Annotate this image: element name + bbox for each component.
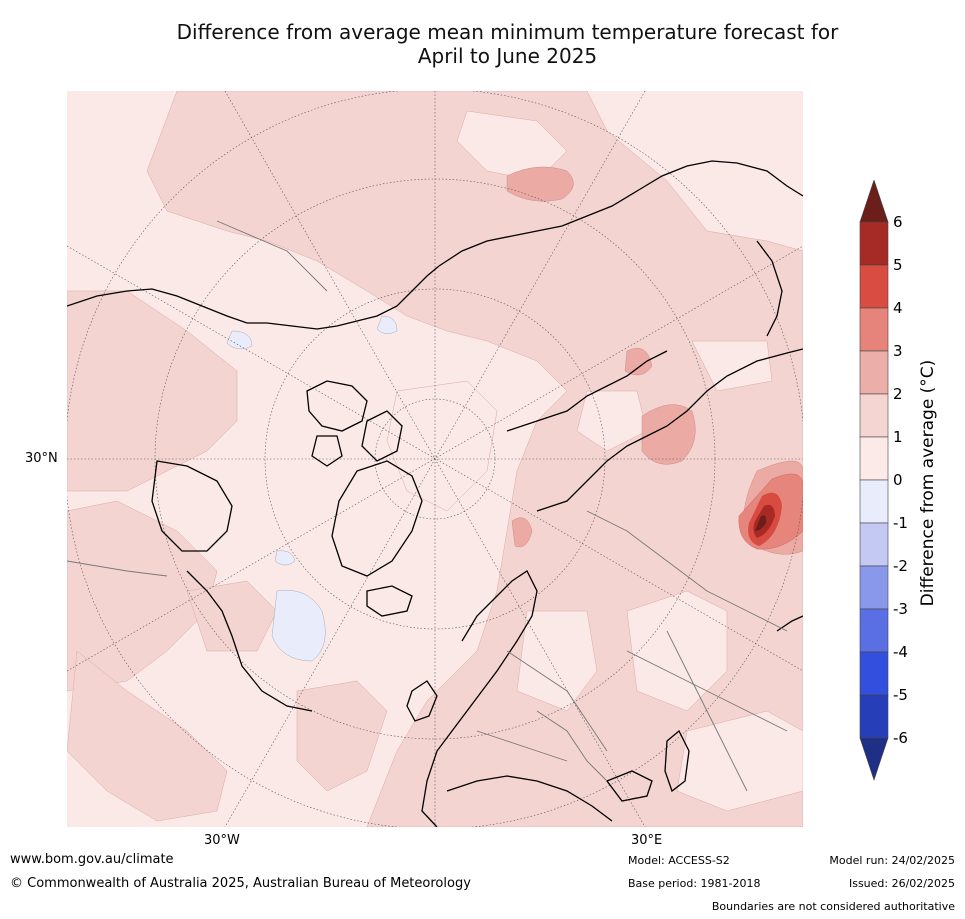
lat-label-30n: 30°N: [25, 451, 58, 466]
chart-title: Difference from average mean minimum tem…: [100, 20, 915, 68]
colorbar: 6 5 4 3 2 1 0 -1 -2 -3 -4 -5 -6: [852, 179, 962, 790]
colorbar-label: Difference from average (°C): [918, 359, 938, 607]
colorbar-band: [859, 350, 889, 395]
colorbar-band: [859, 522, 889, 567]
colorbar-band: [859, 307, 889, 352]
colorbar-tick-label: 0: [893, 471, 903, 489]
hot-spot-east-asia: [738, 473, 803, 550]
colorbar-svg: [859, 179, 889, 781]
colorbar-band: [859, 651, 889, 696]
colorbar-tick-label: -6: [893, 729, 908, 747]
title-line-2: April to June 2025: [417, 44, 598, 68]
colorbar-tick-label: -2: [893, 557, 908, 575]
footer-website: www.bom.gov.au/climate: [10, 852, 174, 867]
colorbar-band: [859, 436, 889, 481]
footer-disclaimer: Boundaries are not considered authoritat…: [711, 900, 955, 913]
forecast-map: [67, 91, 803, 827]
colorbar-tick-label: 1: [893, 428, 903, 446]
colorbar-tick-label: 3: [893, 342, 903, 360]
colorbar-tick-label: 2: [893, 385, 903, 403]
colorbar-band: [859, 479, 889, 524]
footer-copyright: © Commonwealth of Australia 2025, Austra…: [10, 876, 471, 891]
cool-anomaly-regions: [226, 315, 398, 662]
colorbar-band: [859, 565, 889, 610]
colorbar-top-arrow: [859, 179, 889, 223]
footer-issued: Issued: 26/02/2025: [848, 877, 955, 890]
colorbar-tick-label: -4: [893, 643, 908, 661]
colorbar-band: [859, 221, 889, 266]
map-svg: [67, 91, 803, 827]
country-borders: [67, 220, 788, 792]
footer-model: Model: ACCESS-S2: [628, 854, 730, 867]
footer-base-period: Base period: 1981-2018: [628, 877, 761, 890]
colorbar-tick-label: 4: [893, 299, 903, 317]
graticule: [67, 91, 803, 827]
colorbar-band: [859, 694, 889, 739]
lon-label-30e: 30°E: [631, 833, 663, 848]
colorbar-tick-label: -3: [893, 600, 908, 618]
colorbar-bottom-arrow: [859, 737, 889, 781]
colorbar-tick-label: -1: [893, 514, 908, 532]
colorbar-band: [859, 264, 889, 309]
colorbar-band: [859, 608, 889, 653]
coastlines: [67, 160, 803, 827]
colorbar-tick-label: 6: [893, 213, 903, 231]
colorbar-tick-label: -5: [893, 686, 908, 704]
lon-label-30w: 30°W: [204, 833, 240, 848]
anomaly-0-to-1-regions: [386, 110, 803, 812]
footer-model-run: Model run: 24/02/2025: [829, 854, 955, 867]
title-line-1: Difference from average mean minimum tem…: [176, 20, 839, 44]
colorbar-tick-label: 5: [893, 256, 903, 274]
colorbar-band: [859, 393, 889, 438]
